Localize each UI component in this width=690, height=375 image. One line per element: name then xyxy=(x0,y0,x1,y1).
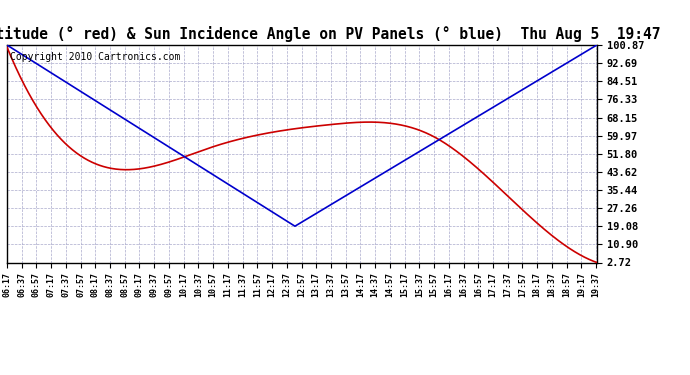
Title: Sun Altitude (° red) & Sun Incidence Angle on PV Panels (° blue)  Thu Aug 5  19:: Sun Altitude (° red) & Sun Incidence Ang… xyxy=(0,27,660,42)
Text: Copyright 2010 Cartronics.com: Copyright 2010 Cartronics.com xyxy=(10,51,180,62)
